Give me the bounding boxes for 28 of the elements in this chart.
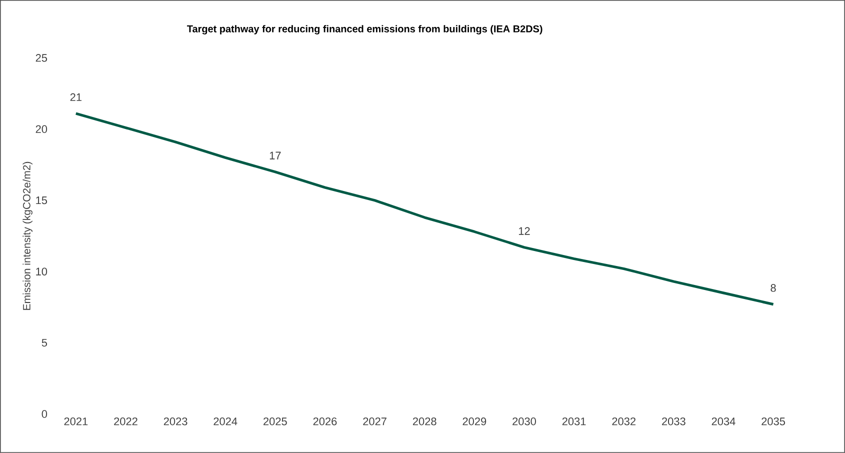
y-tick-label: 0 xyxy=(42,410,48,418)
y-axis-title: Emission intensity (kgCO2e/m2) xyxy=(22,162,32,310)
y-tick-label: 10 xyxy=(36,268,48,276)
x-tick-label: 2033 xyxy=(662,418,686,426)
x-tick-label: 2032 xyxy=(612,418,636,426)
x-tick-label: 2027 xyxy=(363,418,386,426)
x-tick-label: 2022 xyxy=(114,418,138,426)
y-tick-label: 15 xyxy=(36,196,48,204)
y-tick-label: 20 xyxy=(36,125,48,134)
x-tick-label: 2023 xyxy=(164,418,188,426)
x-tick-label: 2024 xyxy=(214,418,238,426)
x-tick-label: 2021 xyxy=(64,418,88,426)
x-tick-label: 2031 xyxy=(562,418,586,426)
x-tick-label: 2028 xyxy=(412,418,436,426)
x-tick-label: 2029 xyxy=(462,418,486,426)
data-label: 12 xyxy=(518,227,530,235)
x-tick-label: 2026 xyxy=(313,418,337,426)
y-tick-label: 5 xyxy=(42,339,48,347)
data-label: 21 xyxy=(70,93,82,101)
x-tick-label: 2034 xyxy=(712,418,736,426)
data-label: 8 xyxy=(770,284,776,292)
x-tick-label: 2035 xyxy=(762,418,786,426)
y-tick-label: 25 xyxy=(36,54,48,62)
line-series xyxy=(74,112,775,306)
data-label: 17 xyxy=(270,152,281,160)
x-tick-label: 2030 xyxy=(512,418,536,426)
x-tick-label: 2025 xyxy=(264,418,287,426)
chart-title: Target pathway for reducing financed emissions from buildings (IEA B2DS) xyxy=(187,25,542,34)
